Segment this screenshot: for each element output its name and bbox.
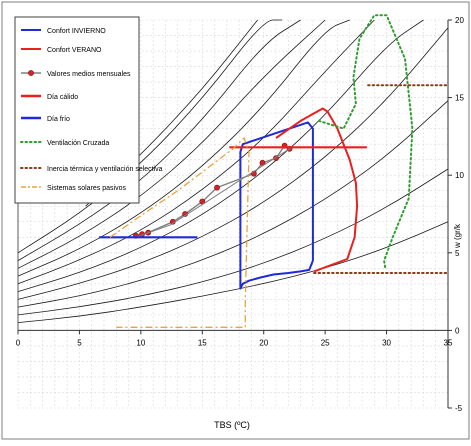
legend-label: Sistemas solares pasivos [47,185,126,192]
y-axis-label: w (gr/k [453,223,462,249]
data-point [214,184,220,191]
series-layer [99,14,449,328]
y-tick-label: -5 [455,404,463,413]
y-tick-label: 5 [455,249,460,258]
y-tick-label: 15 [455,94,464,103]
psychrometric-curve [17,19,424,292]
series-line [318,14,414,270]
y-tick-label: 0 [455,326,460,335]
x-tick-label: 20 [259,338,268,347]
y-tick-label: 10 [455,171,464,180]
legend-label: Confort INVIERNO [47,28,106,35]
series-line [239,121,314,290]
series-line [275,107,359,273]
legend-marker [28,70,34,76]
x-tick-label: 0 [16,338,21,347]
psychrometric-curve [17,19,350,277]
psychrometric-curve [17,19,326,269]
x-tick-label: 15 [198,338,207,347]
psychrometric-curve [17,19,301,261]
legend-label: Confort VERANO [47,47,102,54]
psychrometric-curve [17,19,283,254]
x-axis-label: TBS (ºC) [214,420,250,430]
x-tick-label: 30 [382,338,391,347]
legend-label: Valores medios mensuales [47,71,131,78]
psychrometric-curve [17,221,449,323]
x-tick-label: 10 [136,338,145,347]
psychrometric-curve [17,19,375,285]
psychrometric-curve [17,27,449,300]
legend: Confort INVIERNO Confort VERANO Valores me… [14,16,163,204]
series-line [135,146,293,238]
x-tick-label: 35 [444,338,453,347]
legend-box [14,16,140,204]
legend-label: Día cálido [47,94,78,101]
x-tick-label: 25 [321,338,330,347]
x-tick-label: 5 [77,338,82,347]
legend-label: Día frío [47,116,70,123]
legend-label: Inercia térmica y ventilación selectiva [47,166,163,173]
y-tick-label: 20 [455,16,464,25]
legend-label: Ventilación Cruzada [47,140,109,147]
psychrometric-curve [17,100,449,308]
